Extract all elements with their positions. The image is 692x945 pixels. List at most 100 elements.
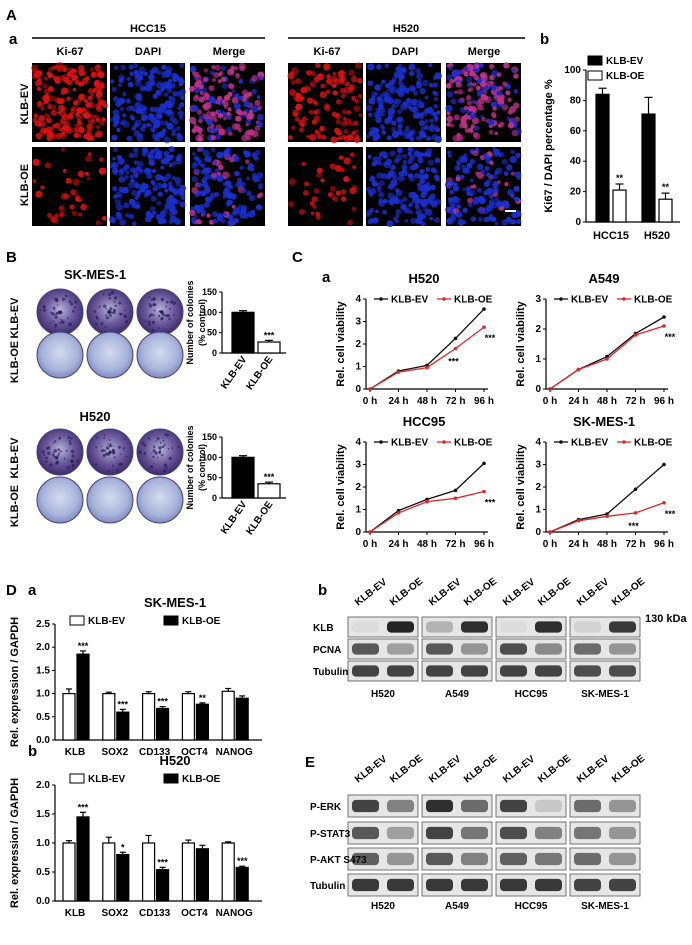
colony-spot <box>166 433 170 437</box>
nucleus <box>113 119 120 126</box>
colony-row-oe-1: KLB-OE <box>9 341 21 383</box>
nucleus <box>469 112 476 119</box>
nucleus <box>167 184 174 191</box>
significance-label: *** <box>157 857 168 867</box>
nucleus <box>513 73 519 79</box>
nucleus <box>381 112 385 117</box>
nucleus <box>145 84 153 92</box>
series-line-klb-ev <box>549 464 665 533</box>
nucleus <box>428 124 436 132</box>
nucleus <box>209 70 215 76</box>
nucleus <box>468 128 474 134</box>
protein-band <box>387 643 414 655</box>
colony-spot <box>122 447 125 450</box>
legend-oe-marker <box>622 297 626 301</box>
nucleus <box>376 64 382 70</box>
nucleus <box>241 134 249 142</box>
y-tick-label: 1.5 <box>36 809 50 820</box>
nucleus <box>346 110 352 115</box>
nucleus <box>409 154 415 161</box>
nucleus <box>150 206 156 212</box>
chart-colonies-h520: 0 50 100 150 Number of colonies (% control) KL… <box>185 425 286 537</box>
nucleus <box>295 78 301 84</box>
chart-title: A549 <box>588 271 619 286</box>
colony-spot <box>123 314 127 319</box>
point-klb-oe <box>482 489 486 494</box>
protein-band <box>352 621 379 633</box>
nucleus <box>179 184 186 192</box>
nucleus <box>99 82 105 89</box>
y-tick-label: 0 <box>535 527 541 538</box>
colony-spot <box>49 322 52 324</box>
nucleus <box>293 94 299 101</box>
colony-spot <box>103 437 105 440</box>
nucleus <box>213 72 220 78</box>
bar-klb-oe <box>116 711 130 741</box>
nucleus <box>315 62 321 68</box>
nucleus <box>509 155 517 164</box>
colony-spot <box>67 317 69 320</box>
nucleus <box>430 193 436 199</box>
nucleus <box>112 167 119 175</box>
nucleus <box>35 74 40 79</box>
protein-band <box>461 878 488 892</box>
nucleus <box>78 126 85 134</box>
nucleus <box>382 151 386 155</box>
nucleus <box>216 175 224 182</box>
blot-cell-line: H520 <box>371 901 395 912</box>
nucleus <box>76 119 82 124</box>
nucleus <box>424 119 429 124</box>
nucleus <box>94 64 101 72</box>
colony-dish-oe <box>86 476 134 524</box>
nucleus <box>246 176 251 181</box>
lane-label: KLB-EV <box>575 577 611 609</box>
nucleus <box>226 191 234 199</box>
nucleus <box>60 132 67 139</box>
colony-spot <box>63 320 65 323</box>
colony-spot <box>102 449 105 452</box>
y-axis-title: Rel. cell viability <box>335 300 347 386</box>
colony-spot <box>59 451 61 453</box>
y-tick-label: 0.0 <box>36 896 50 907</box>
lane-label: KLB-EV <box>501 577 537 609</box>
nucleus <box>310 211 315 216</box>
nucleus <box>198 115 205 121</box>
nucleus <box>191 152 196 156</box>
colony-dish-oe <box>136 331 184 379</box>
colony-spot <box>108 444 112 448</box>
colony-spot <box>58 291 60 294</box>
nucleus <box>95 130 103 138</box>
nucleus <box>148 73 155 81</box>
nucleus <box>241 206 246 211</box>
protein-band <box>426 621 453 633</box>
nucleus <box>42 84 48 89</box>
nucleus <box>78 69 86 77</box>
nucleus <box>357 93 363 99</box>
nucleus <box>149 106 155 113</box>
y-tick-label: 2 <box>355 482 361 493</box>
y-tick-label: 3 <box>355 317 361 328</box>
nucleus <box>132 62 139 69</box>
nucleus <box>220 218 226 224</box>
y-tick-label: 0 <box>212 493 217 503</box>
nucleus <box>445 206 452 213</box>
subpanel-label-d-blot: b <box>318 582 327 599</box>
legend-ev-label: KLB-EV <box>391 438 429 449</box>
legend-ev-marker <box>559 297 563 301</box>
stain-ki67-hcc15: Ki-67 <box>57 46 84 58</box>
point-klb-oe <box>396 370 401 374</box>
nucleus <box>319 125 325 132</box>
colony-spot <box>163 463 168 467</box>
nucleus <box>315 172 322 178</box>
colony-spot <box>148 302 151 305</box>
nucleus <box>385 82 391 89</box>
x-tick-label: 0 h <box>363 396 377 407</box>
nucleus <box>374 84 381 91</box>
x-category-label: OCT4 <box>181 747 208 758</box>
colony-spot <box>95 446 98 449</box>
nucleus <box>163 150 170 157</box>
nucleus <box>112 96 119 102</box>
lane-label: KLB-EV <box>353 577 389 609</box>
nucleus <box>367 218 374 225</box>
colony-title-h520: H520 <box>79 409 110 424</box>
